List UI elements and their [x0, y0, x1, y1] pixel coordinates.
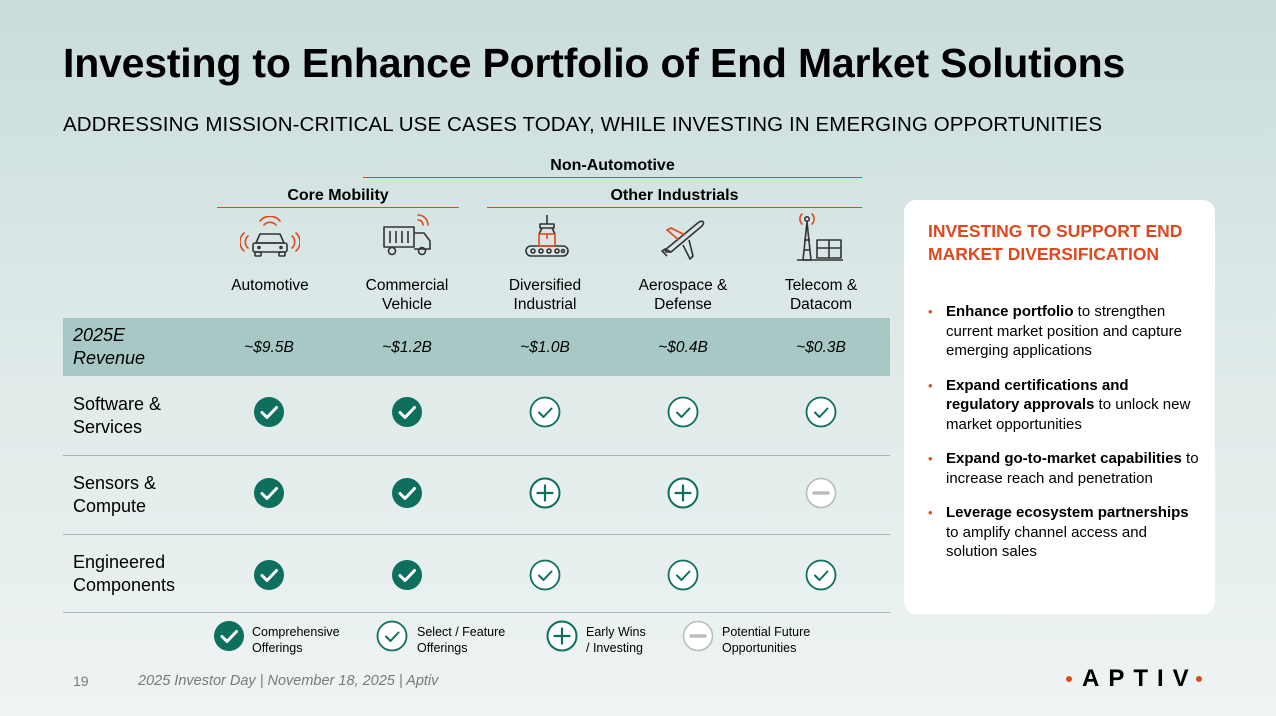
- group-other-industrials: Other Industrials: [610, 187, 739, 204]
- card-title: INVESTING TO SUPPORT END MARKET DIVERSIF…: [928, 221, 1183, 264]
- bullet-text: to unlock new market opportunities: [946, 396, 1191, 433]
- comprehensive-check-icon: [253, 396, 285, 428]
- card-bullet: • Expand certifications and regulatory ap…: [928, 376, 1200, 435]
- group-core-mobility-line: [217, 207, 459, 208]
- comprehensive-check-icon: [253, 559, 285, 591]
- revenue-automotive: ~$9.5B: [244, 339, 294, 356]
- comprehensive-check-icon: [253, 477, 285, 509]
- bullet-text: to strengthen current market position an…: [946, 303, 1182, 359]
- legend-early: Early Wins / Investing: [546, 620, 666, 656]
- row-label-engineered-components: Engineered Components: [73, 552, 176, 595]
- legend-select: Select / Feature Offerings: [376, 620, 526, 656]
- legend-label: Early Wins / Investing: [586, 625, 646, 655]
- logo-wordmark: APTIV: [1082, 665, 1198, 692]
- row-label-sensors-compute: Sensors & Compute: [73, 473, 157, 516]
- legend-label: Potential Future Opportunities: [722, 625, 811, 655]
- row-divider: [63, 534, 890, 535]
- logo-dot: [1195, 676, 1202, 682]
- row-label-revenue: 2025E Revenue: [73, 325, 146, 368]
- airplane-icon: [661, 220, 705, 260]
- conveyor-robot-icon: [525, 215, 569, 257]
- investing-card: INVESTING TO SUPPORT END MARKET DIVERSIF…: [904, 200, 1215, 614]
- select-check-icon: [529, 396, 561, 428]
- card-bullet-list: • Enhance portfolio to strengthen current…: [928, 302, 1200, 577]
- row-label-software-services: Software & Services: [73, 394, 162, 437]
- group-other-industrials-line: [487, 207, 862, 208]
- comprehensive-check-icon: [391, 477, 423, 509]
- bullet-icon: •: [928, 377, 933, 393]
- aptiv-logo: APTIV: [1066, 664, 1202, 694]
- comprehensive-check-icon: [391, 559, 423, 591]
- select-check-icon: [805, 396, 837, 428]
- revenue-diversified-industrial: ~$1.0B: [520, 339, 570, 356]
- row-divider: [63, 612, 890, 613]
- row-divider: [63, 455, 890, 456]
- plus-circle-icon: [529, 477, 561, 509]
- segment-label-automotive: Automotive: [231, 277, 309, 294]
- legend-comprehensive: Comprehensive Offerings: [213, 620, 353, 656]
- minus-circle-icon: [805, 477, 837, 509]
- comprehensive-check-icon: [391, 396, 423, 428]
- bullet-text: to amplify channel access and solution s…: [946, 523, 1147, 561]
- bullet-text: to increase reach and penetration: [946, 450, 1199, 487]
- bullet-bold: Expand go-to-market capabilities: [946, 450, 1182, 467]
- group-non-automotive-line: [363, 177, 862, 178]
- comprehensive-check-icon: [213, 620, 245, 652]
- card-bullet: • Enhance portfolio to strengthen current…: [928, 302, 1200, 361]
- bullet-icon: •: [928, 451, 933, 466]
- page-title: Investing to Enhance Portfolio of End Ma…: [63, 40, 1126, 86]
- page-number: 19: [73, 673, 89, 689]
- segment-label-diversified-industrial: Diversified Industrial: [508, 277, 582, 313]
- bullet-bold: Expand certifications and regulatory app…: [946, 376, 1129, 414]
- select-check-icon: [667, 559, 699, 591]
- segment-label-commercial-vehicle: Commercial Vehicle: [365, 277, 449, 313]
- connected-car-icon: [240, 216, 300, 257]
- card-bullet: • Leverage ecosystem partnerships to ampl…: [928, 503, 1200, 562]
- select-check-icon: [376, 620, 408, 652]
- select-check-icon: [805, 559, 837, 591]
- truck-icon: [383, 214, 431, 256]
- revenue-aerospace-defense: ~$0.4B: [658, 339, 708, 356]
- bullet-icon: •: [928, 304, 933, 319]
- logo-dot: [1066, 676, 1072, 682]
- revenue-commercial-vehicle: ~$1.2B: [382, 339, 432, 356]
- card-bullet: • Expand go-to-market capabilities to inc…: [928, 449, 1200, 488]
- legend-label: Select / Feature Offerings: [417, 625, 506, 655]
- bullet-icon: •: [928, 505, 933, 520]
- select-check-icon: [667, 396, 699, 428]
- page-subtitle: ADDRESSING MISSION-CRITICAL USE CASES TO…: [63, 113, 1103, 136]
- group-non-automotive: Non-Automotive: [550, 157, 675, 174]
- revenue-telecom-datacom: ~$0.3B: [796, 339, 846, 356]
- bullet-bold: Leverage ecosystem partnerships: [946, 504, 1189, 521]
- legend-future: Potential Future Opportunities: [682, 620, 832, 656]
- minus-circle-icon: [682, 620, 714, 652]
- revenue-row-band: [63, 318, 890, 376]
- bullet-bold: Enhance portfolio: [946, 303, 1074, 320]
- plus-circle-icon: [667, 477, 699, 509]
- telecom-tower-icon: [797, 213, 843, 261]
- plus-circle-icon: [546, 620, 578, 652]
- segment-label-aerospace-defense: Aerospace & Defense: [638, 277, 728, 313]
- footer-text: 2025 Investor Day | November 18, 2025 | …: [138, 673, 439, 689]
- segment-label-telecom-datacom: Telecom & Datacom: [784, 277, 858, 313]
- legend-label: Comprehensive Offerings: [252, 625, 340, 655]
- select-check-icon: [529, 559, 561, 591]
- group-core-mobility: Core Mobility: [287, 187, 389, 204]
